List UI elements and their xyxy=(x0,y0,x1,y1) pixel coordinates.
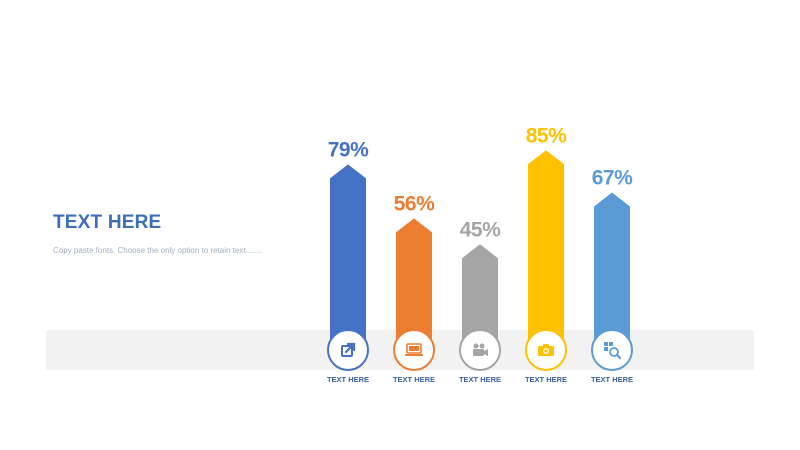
laptop-icon xyxy=(393,329,435,371)
video-camera-icon xyxy=(459,329,501,371)
category-label-3: TEXT HERE xyxy=(459,375,501,384)
category-label-4: TEXT HERE xyxy=(525,375,567,384)
data-label-4: 85% xyxy=(526,124,567,147)
data-label-5: 67% xyxy=(592,167,633,190)
bar-5 xyxy=(594,192,630,350)
search-icon xyxy=(591,329,633,371)
camera-icon xyxy=(525,329,567,371)
share-icon xyxy=(327,329,369,371)
bar-4 xyxy=(528,150,564,350)
category-label-1: TEXT HERE xyxy=(327,375,369,384)
bar-1 xyxy=(330,164,366,350)
slide-heading: TEXT HERE xyxy=(53,212,162,233)
bar-3 xyxy=(462,244,498,350)
bar-2 xyxy=(396,218,432,350)
category-label-2: TEXT HERE xyxy=(393,375,435,384)
category-label-5: TEXT HERE xyxy=(591,375,633,384)
data-label-1: 79% xyxy=(328,138,369,161)
slide-subtext: Copy paste fonts. Choose the only option… xyxy=(53,246,262,255)
data-label-2: 56% xyxy=(394,192,435,215)
data-label-3: 45% xyxy=(460,218,501,241)
